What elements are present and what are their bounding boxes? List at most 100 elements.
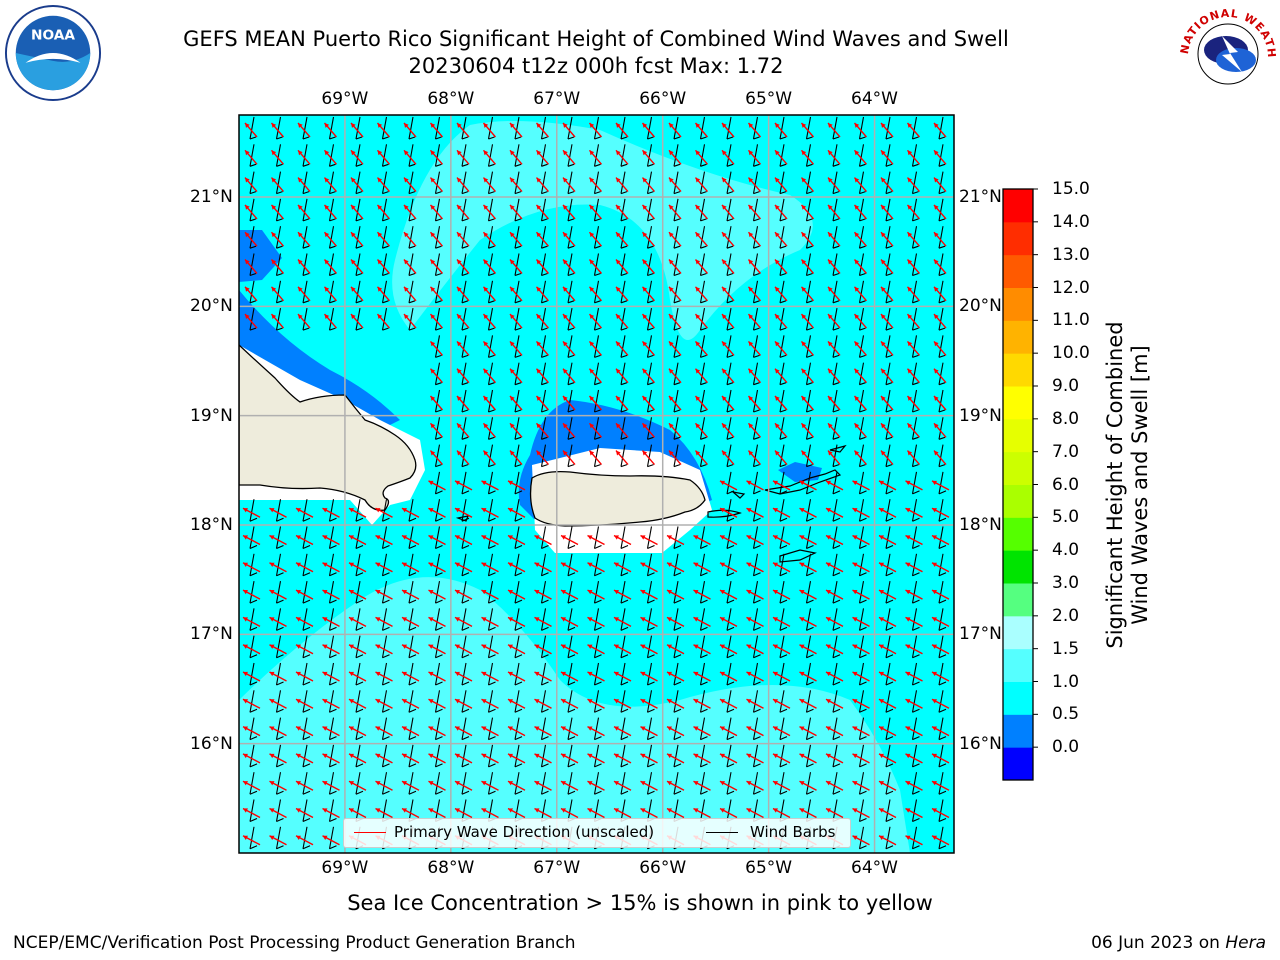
wave-arrow — [348, 698, 367, 709]
wave-arrow — [350, 122, 364, 138]
wind-barb — [699, 526, 708, 550]
wind-barb — [752, 526, 761, 550]
land-culebra — [730, 491, 746, 499]
wave-arrow — [587, 753, 605, 764]
wind-barb — [249, 635, 258, 659]
wave-arrow — [587, 671, 605, 682]
wind-barb — [673, 581, 682, 604]
wave-arrow — [747, 177, 762, 193]
wind-barb — [779, 335, 787, 358]
wind-barb — [858, 662, 867, 686]
wave-arrow — [429, 313, 444, 329]
wind-barb — [461, 772, 470, 795]
wind-barb — [487, 471, 496, 495]
wind-barb — [911, 280, 919, 304]
wind-barb — [461, 198, 469, 222]
wind-barb — [805, 635, 814, 659]
wind-barb — [699, 581, 708, 604]
wind-barb — [699, 389, 707, 413]
wind-barb — [858, 772, 867, 795]
wind-barb — [514, 253, 522, 277]
wave-arrow — [931, 534, 950, 546]
wind-barb — [408, 144, 416, 167]
wind-barb — [673, 608, 682, 631]
wave-arrow — [878, 835, 897, 846]
wave-arrow — [297, 122, 311, 138]
wave-arrow — [615, 149, 629, 165]
wind-barb — [593, 772, 602, 795]
wind-barb — [938, 553, 947, 577]
wind-barb — [408, 280, 416, 304]
wind-barb — [593, 553, 602, 577]
wave-arrow — [375, 671, 393, 682]
wave-arrow — [878, 725, 897, 737]
wind-barb — [434, 499, 443, 522]
wave-arrow — [772, 480, 791, 491]
wave-arrow — [376, 149, 391, 165]
wind-barb — [885, 799, 894, 823]
wind-barb — [461, 417, 469, 440]
wind-barb — [779, 308, 787, 331]
wave-arrow — [375, 562, 393, 573]
wave-arrow — [534, 644, 552, 655]
wind-barb — [885, 581, 894, 604]
wind-barb — [646, 717, 655, 741]
wave-arrow — [269, 616, 287, 628]
wind-barb — [646, 553, 655, 577]
wind-barb — [938, 308, 946, 331]
wave-arrow — [747, 450, 762, 466]
wave-arrow — [562, 340, 576, 356]
wind-barb — [938, 772, 947, 795]
wind-barb — [938, 253, 946, 277]
wave-arrow — [322, 725, 340, 737]
lon-label-top: 65°W — [745, 89, 793, 109]
wind-barb — [832, 335, 840, 358]
wave-arrow — [454, 753, 473, 764]
wave-arrow — [322, 671, 340, 682]
wave-arrow — [799, 698, 817, 709]
lon-label-bottom: 67°W — [533, 858, 581, 878]
wave-arrow — [587, 562, 605, 573]
wind-barb — [355, 198, 363, 222]
wave-arrow — [747, 286, 762, 302]
wind-barb — [355, 744, 364, 768]
wave-arrow — [878, 616, 897, 628]
wave-arrow — [746, 534, 764, 546]
wind-barb — [646, 662, 655, 686]
wind-barb — [302, 581, 311, 604]
wave-arrow — [640, 562, 658, 573]
wind-barb — [567, 444, 575, 468]
wind-barb — [355, 526, 364, 550]
wind-barb — [461, 171, 469, 195]
wind-barb — [487, 417, 495, 440]
wave-arrow — [456, 340, 470, 356]
colorbar-segment — [1003, 386, 1033, 420]
wave-arrow — [878, 698, 897, 709]
wind-barb — [858, 635, 867, 659]
wave-arrow — [562, 422, 576, 438]
wave-arrow — [799, 562, 817, 573]
wave-arrow — [587, 807, 605, 819]
wind-barb — [514, 471, 523, 495]
wind-barb — [858, 744, 867, 768]
wave-arrow — [827, 422, 841, 438]
wave-arrow — [931, 507, 950, 518]
wind-barb — [911, 308, 919, 331]
wave-arrow — [429, 231, 444, 247]
wave-arrow — [774, 259, 788, 274]
wind-barb — [302, 662, 311, 686]
wave-arrow — [535, 259, 550, 274]
wind-barb — [752, 744, 761, 768]
wind-barb — [699, 253, 707, 277]
wave-arrow — [694, 177, 709, 193]
wave-arrow — [588, 422, 603, 438]
wave-arrow — [295, 671, 314, 682]
wave-arrow — [666, 671, 685, 682]
wave-arrow — [350, 149, 364, 165]
wave-arrow — [429, 149, 444, 165]
wind-barb — [487, 226, 495, 249]
wave-arrow — [534, 807, 552, 819]
wind-barb — [805, 690, 814, 713]
wind-barb — [938, 171, 946, 195]
wave-arrow — [905, 807, 923, 819]
